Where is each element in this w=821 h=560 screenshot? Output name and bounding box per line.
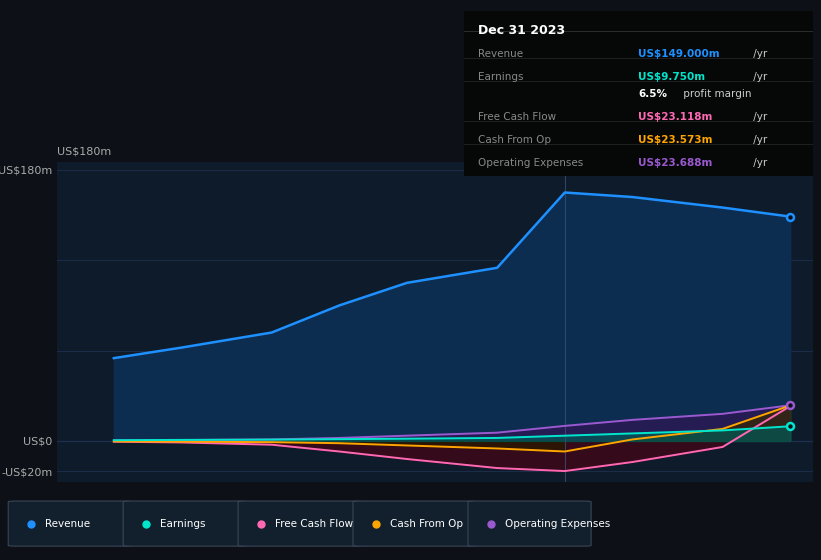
- Text: 6.5%: 6.5%: [639, 89, 667, 99]
- Text: US$23.118m: US$23.118m: [639, 112, 713, 122]
- Text: US$23.573m: US$23.573m: [639, 135, 713, 145]
- Text: /yr: /yr: [750, 112, 768, 122]
- Text: Operating Expenses: Operating Expenses: [478, 158, 583, 168]
- Text: Cash From Op: Cash From Op: [390, 519, 463, 529]
- FancyBboxPatch shape: [468, 501, 591, 546]
- Text: Free Cash Flow: Free Cash Flow: [478, 112, 556, 122]
- Text: Revenue: Revenue: [45, 519, 90, 529]
- Text: /yr: /yr: [750, 49, 768, 59]
- FancyBboxPatch shape: [123, 501, 246, 546]
- Text: Earnings: Earnings: [160, 519, 205, 529]
- Text: US$23.688m: US$23.688m: [639, 158, 713, 168]
- Text: /yr: /yr: [750, 72, 768, 82]
- Text: profit margin: profit margin: [680, 89, 752, 99]
- Text: Dec 31 2023: Dec 31 2023: [478, 25, 565, 38]
- Text: US$149.000m: US$149.000m: [639, 49, 720, 59]
- Text: Revenue: Revenue: [478, 49, 523, 59]
- FancyBboxPatch shape: [353, 501, 476, 546]
- FancyBboxPatch shape: [8, 501, 131, 546]
- Text: US$180m: US$180m: [57, 147, 112, 157]
- Text: Cash From Op: Cash From Op: [478, 135, 551, 145]
- Text: US$9.750m: US$9.750m: [639, 72, 705, 82]
- Text: Operating Expenses: Operating Expenses: [505, 519, 610, 529]
- Text: Free Cash Flow: Free Cash Flow: [275, 519, 353, 529]
- Text: /yr: /yr: [750, 158, 768, 168]
- Text: Earnings: Earnings: [478, 72, 523, 82]
- FancyBboxPatch shape: [238, 501, 361, 546]
- Text: /yr: /yr: [750, 135, 768, 145]
